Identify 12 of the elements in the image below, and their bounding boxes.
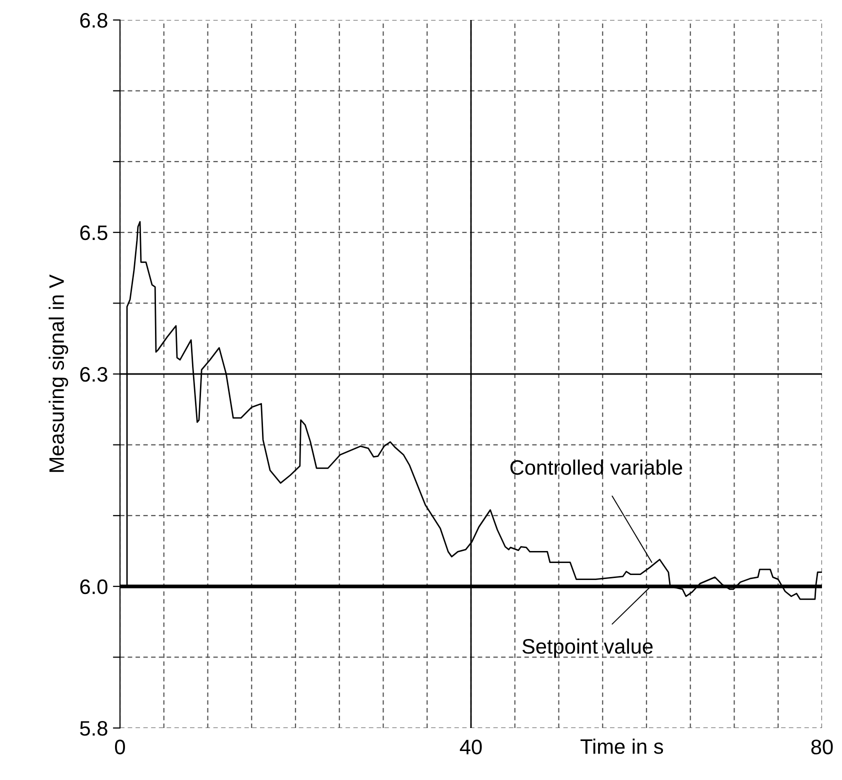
annotation: Controlled variable	[510, 460, 682, 475]
annotation: Setpoint value	[522, 638, 653, 658]
y-tick-label: 6.5	[80, 225, 108, 240]
x-axis-title: Time in s	[580, 738, 664, 754]
y-tick-label: 5.8	[80, 721, 108, 736]
y-tick-label: 6.8	[80, 13, 108, 28]
y-tick-label: 6.0	[80, 579, 108, 594]
x-tick-label: 40	[460, 740, 482, 754]
y-tick-label: 6.3	[80, 367, 108, 382]
y-axis-title: Measuring signal in V	[48, 274, 68, 472]
x-tick-label: 80	[811, 740, 833, 754]
x-tick-label: 0	[115, 740, 125, 754]
